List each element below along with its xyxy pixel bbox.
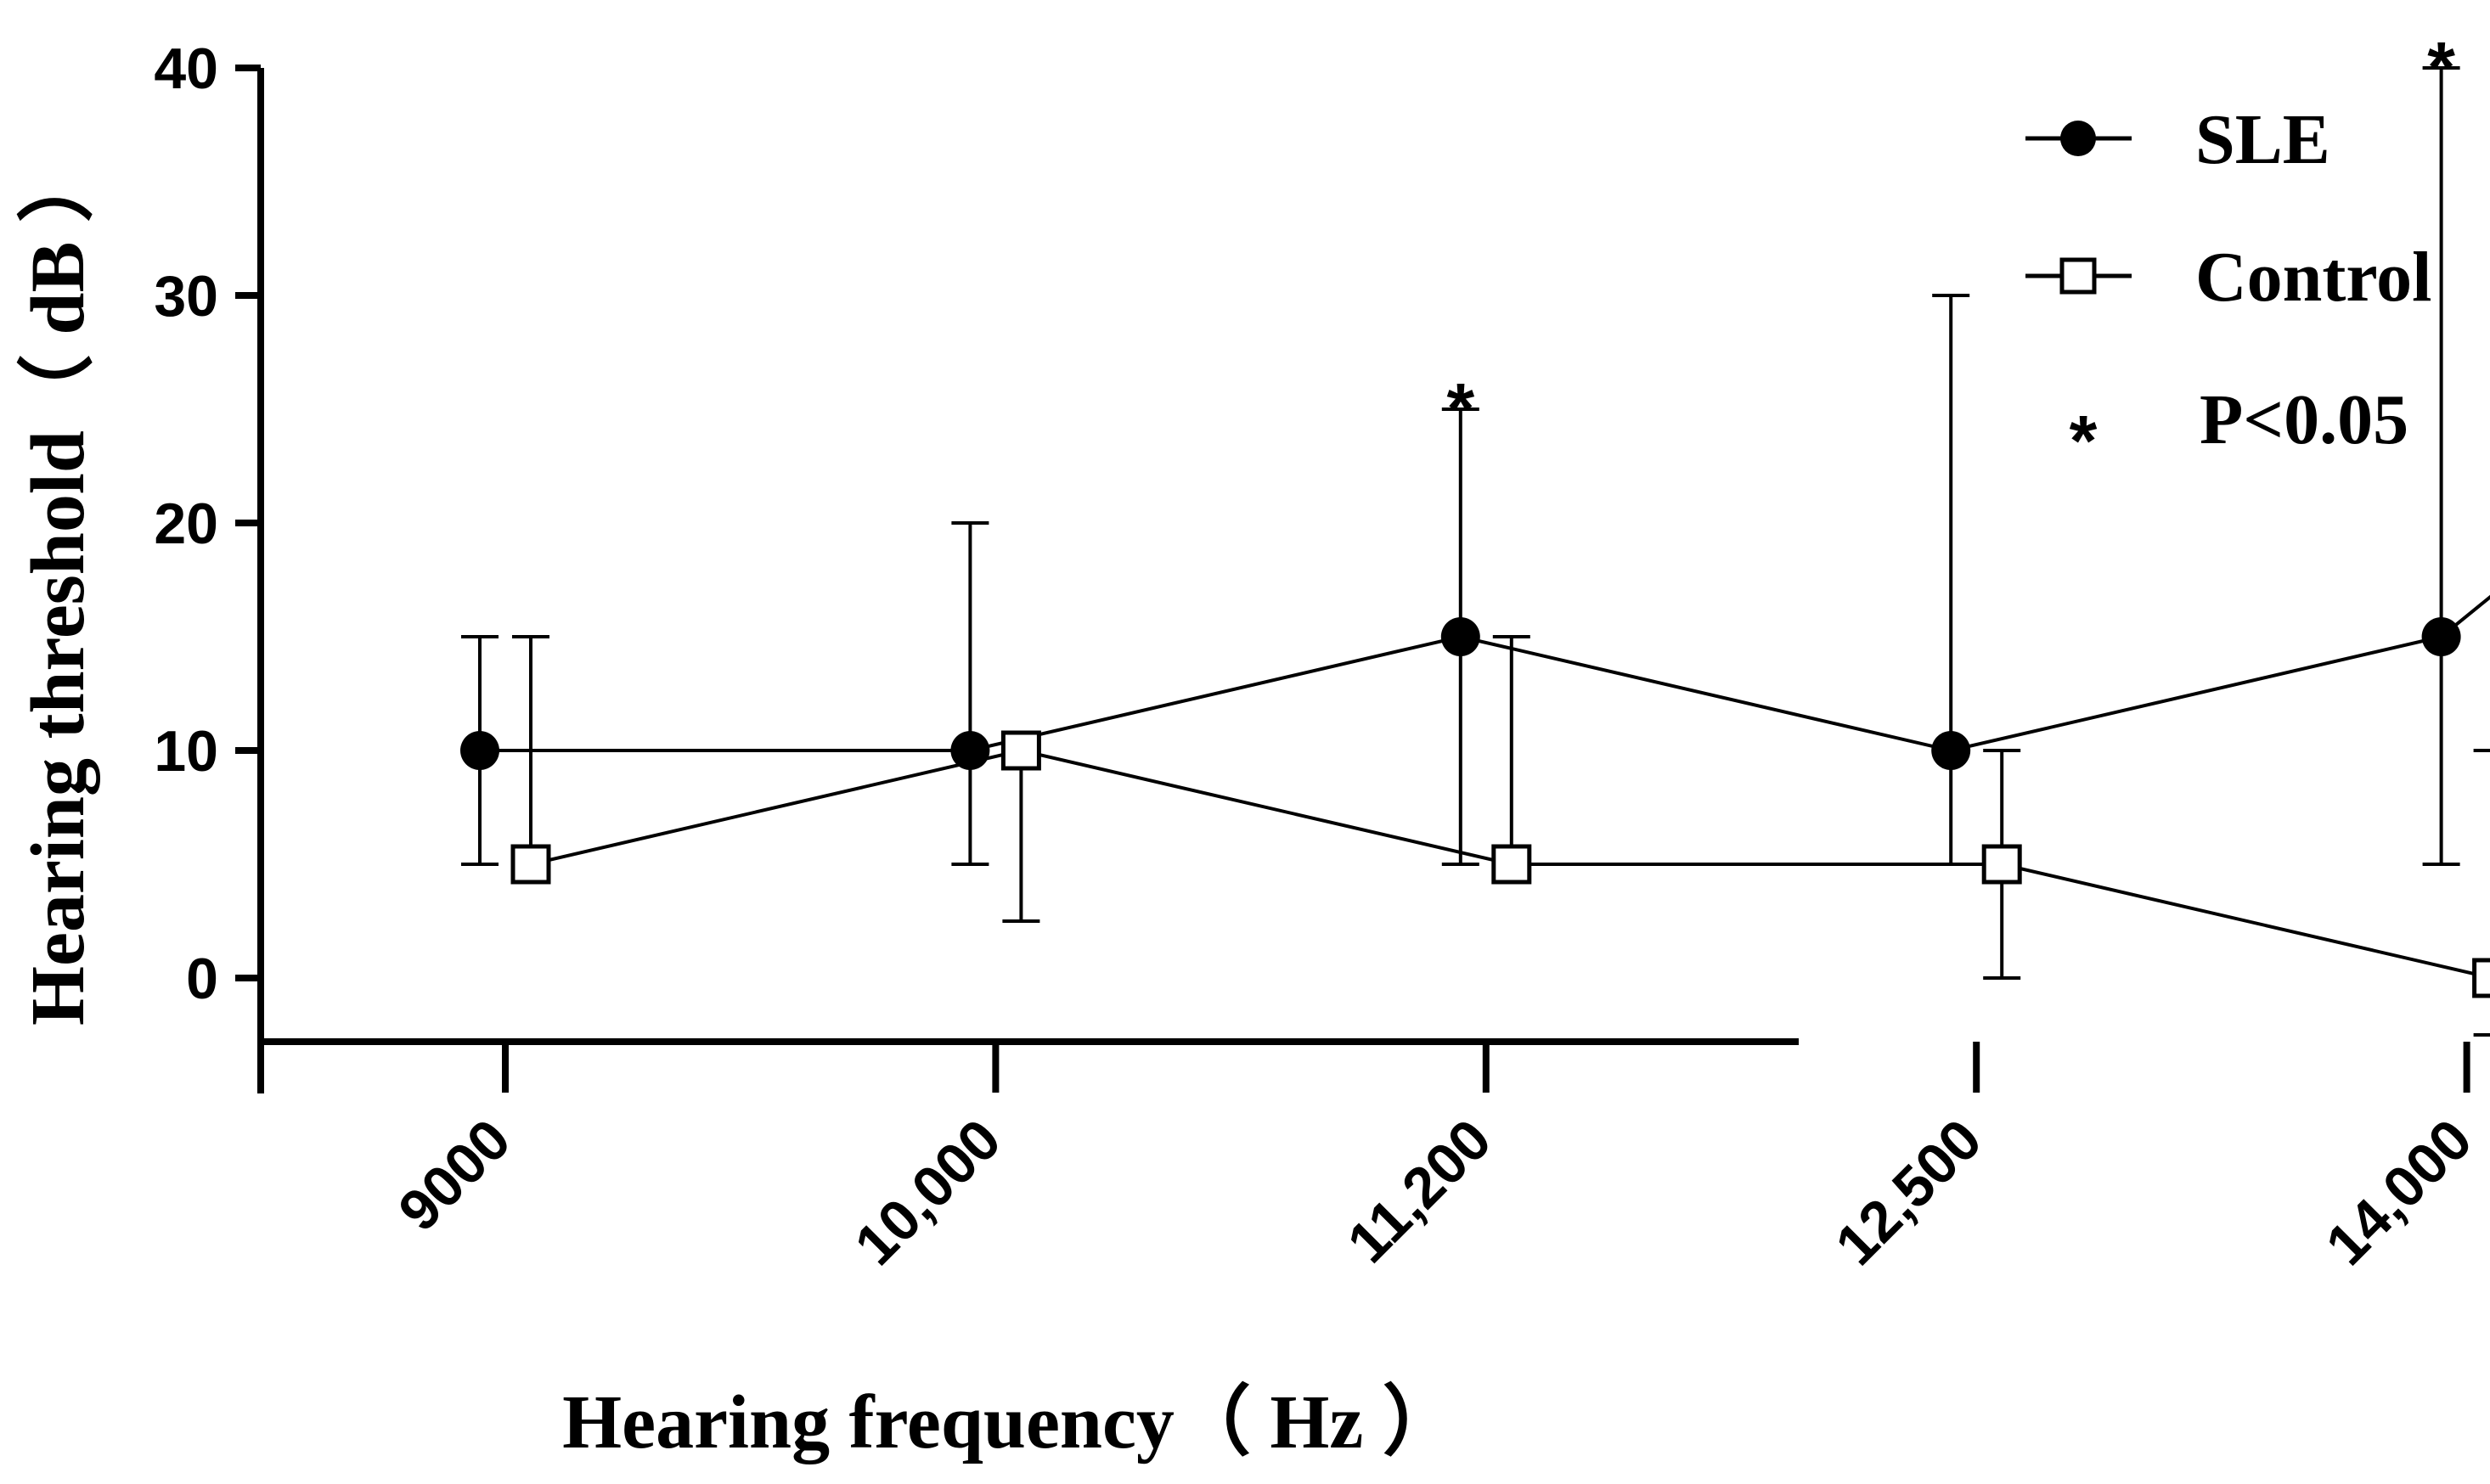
- y-tick-label: 20: [154, 492, 218, 556]
- legend-label-control: Control: [2195, 238, 2431, 317]
- x-tick-label: 12,500: [1823, 1107, 1994, 1278]
- y-tick-label: 0: [186, 947, 218, 1011]
- data-point-sle: [460, 731, 499, 770]
- y-ticks: 0 10 20 30 40: [154, 37, 261, 1011]
- x-tick-label: 10,000: [842, 1107, 1013, 1278]
- series-line-sle: [480, 594, 2490, 753]
- legend-label-significance: P<0.05: [2200, 380, 2408, 459]
- plot-area: * * *: [460, 27, 2490, 1037]
- x-tick-label: 14,000: [2313, 1107, 2484, 1278]
- legend-significance-symbol: *: [2070, 401, 2098, 481]
- significance-marker: *: [1446, 368, 1474, 448]
- data-point-sle: [2421, 617, 2461, 656]
- x-tick-label: 11,200: [1335, 1107, 1503, 1275]
- legend-label-sle: SLE: [2195, 100, 2330, 179]
- y-tick-label: 30: [154, 264, 218, 329]
- y-axis-title: Hearing threshold（ dB ）: [16, 146, 100, 1026]
- legend-marker-sle: [2060, 121, 2096, 156]
- x-axis-title: Hearing frequency（ Hz ）: [562, 1380, 1459, 1464]
- legend-marker-control: [2059, 257, 2097, 295]
- y-tick-label: 40: [154, 37, 218, 101]
- series-line-control: [530, 748, 2490, 980]
- data-point-control: [1981, 844, 2022, 885]
- y-tick-label: 10: [154, 719, 218, 784]
- axes: [257, 68, 1799, 1093]
- legend: SLE Control * P<0.05: [2025, 100, 2431, 481]
- data-point-sle: [1931, 731, 1971, 770]
- significance-marker: *: [2427, 27, 2455, 107]
- data-point-sle: [1440, 617, 1480, 656]
- data-point-control: [1491, 844, 1532, 885]
- data-point-control: [2472, 958, 2490, 998]
- x-tick-label: 9000: [386, 1107, 523, 1244]
- data-point-control: [510, 844, 551, 885]
- data-point-sle: [950, 731, 990, 770]
- data-point-control: [1000, 730, 1041, 771]
